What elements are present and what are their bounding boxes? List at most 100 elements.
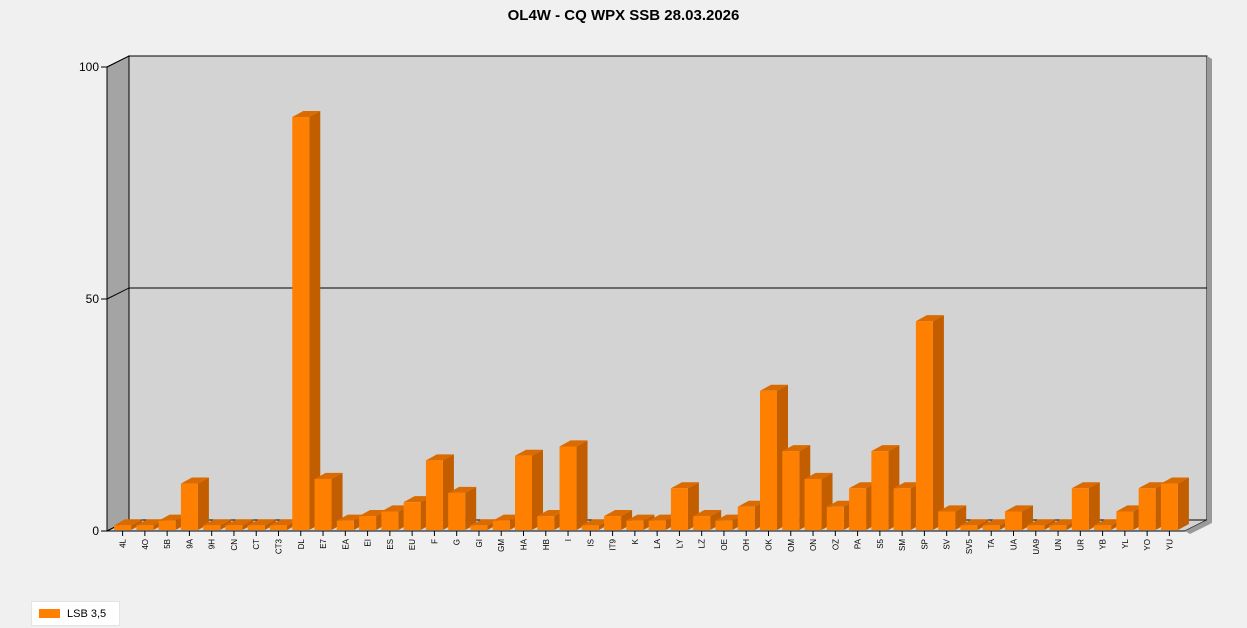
bar-top xyxy=(470,519,499,526)
bar-top xyxy=(1071,482,1100,489)
bar-top xyxy=(826,500,855,507)
bar-front xyxy=(960,525,978,530)
chart-title: OL4W - CQ WPX SSB 28.03.2026 xyxy=(507,7,740,24)
bar-front xyxy=(158,520,176,530)
x-tick-label: CT xyxy=(252,539,261,550)
bar-front xyxy=(782,451,800,530)
bar-top xyxy=(581,519,610,526)
x-tick-label: SV xyxy=(943,538,952,549)
x-tick-label: UA9 xyxy=(1032,538,1041,554)
x-tick-label: GI xyxy=(475,539,484,547)
bar-side xyxy=(977,519,989,530)
bar-top xyxy=(114,519,143,526)
bar-front xyxy=(1094,525,1112,530)
bar-front xyxy=(1116,511,1134,530)
bar-top xyxy=(604,510,633,517)
x-tick-label: EA xyxy=(341,538,350,549)
x-tick-label: SP xyxy=(920,539,929,550)
bar-front xyxy=(915,321,933,530)
bar-sv5 xyxy=(960,519,989,530)
x-tick-label: E7 xyxy=(319,538,328,548)
legend: LSB 3,5 xyxy=(31,601,120,626)
bar-top xyxy=(381,505,410,512)
x-tick-label: UN xyxy=(1054,539,1063,551)
bar-front xyxy=(403,502,421,530)
x-tick-label: OK xyxy=(765,538,774,550)
bar-front xyxy=(136,525,154,530)
x-tick-label: CT3 xyxy=(275,538,284,554)
bar-front xyxy=(1027,525,1045,530)
bars xyxy=(114,110,1189,531)
x-tick-label: SV5 xyxy=(965,538,974,554)
x-tick-label: LY xyxy=(675,538,684,548)
x-tick-label: IT9 xyxy=(609,538,618,550)
bar-side xyxy=(131,519,143,530)
x-tick-label: 4O xyxy=(141,539,150,550)
bar-side xyxy=(220,519,232,530)
bar-top xyxy=(982,519,1011,526)
bar-top xyxy=(515,449,543,456)
bar-side xyxy=(532,449,543,530)
bar-front xyxy=(849,488,867,530)
bar-top xyxy=(225,519,254,526)
bar-front xyxy=(982,525,1000,530)
x-tick-label: OZ xyxy=(831,539,840,550)
bar-front xyxy=(559,446,577,530)
bar-ct xyxy=(247,519,276,530)
bar-side xyxy=(331,472,343,530)
x-tick-label: ES xyxy=(386,539,395,550)
x-tick-label: 9A xyxy=(185,538,194,548)
x-tick-label: LA xyxy=(653,538,662,548)
bar-side xyxy=(1044,519,1056,530)
x-tick-label: GM xyxy=(497,539,506,552)
x-tick-label: PA xyxy=(854,538,863,549)
bar-top xyxy=(804,472,833,479)
x-tick-label: OM xyxy=(787,539,796,552)
bar-front xyxy=(180,483,198,530)
x-tick-label: UA xyxy=(1010,538,1019,550)
bar-top xyxy=(938,505,967,512)
bar-front xyxy=(1138,488,1156,530)
bar-front xyxy=(737,506,755,530)
bar-ua9 xyxy=(1027,519,1056,530)
gridline-depth xyxy=(106,287,130,300)
bar-top xyxy=(1138,482,1167,489)
bar-top xyxy=(915,315,944,322)
x-tick-label: YB xyxy=(1099,539,1108,550)
bar-front xyxy=(225,525,243,530)
bar-front xyxy=(270,525,287,530)
bar-front xyxy=(381,511,399,530)
bar-sp xyxy=(915,315,944,530)
chart-walls xyxy=(106,55,1212,534)
bar-front xyxy=(203,525,221,530)
bar-side xyxy=(197,477,209,530)
x-tick-label: TA xyxy=(987,538,996,548)
bar-top xyxy=(203,519,232,526)
bar-front xyxy=(492,520,510,530)
bar-front xyxy=(871,451,889,530)
bar-top xyxy=(359,510,388,517)
bar-top xyxy=(158,514,187,521)
bar-top xyxy=(1027,519,1056,526)
bar-side xyxy=(1177,477,1189,530)
bar-top xyxy=(336,514,365,521)
legend-label: LSB 3,5 xyxy=(67,607,107,620)
bar-i xyxy=(559,440,588,530)
bar-top xyxy=(403,496,432,503)
bar-cn xyxy=(225,519,254,530)
bar-front xyxy=(693,516,711,530)
bar-top xyxy=(492,514,521,521)
bar-side xyxy=(1088,482,1100,530)
x-tick-label: YU xyxy=(1165,539,1174,550)
bar-side xyxy=(576,440,588,530)
bar-front xyxy=(470,525,488,530)
bar-top xyxy=(1094,519,1123,526)
bar-top xyxy=(136,519,165,526)
bar-front xyxy=(893,488,911,530)
bar-4l xyxy=(114,519,143,530)
bar-side xyxy=(242,519,254,530)
x-tick-label: S5 xyxy=(876,538,885,548)
x-tick-label: CN xyxy=(230,539,239,551)
x-tick-label: OH xyxy=(742,539,751,551)
